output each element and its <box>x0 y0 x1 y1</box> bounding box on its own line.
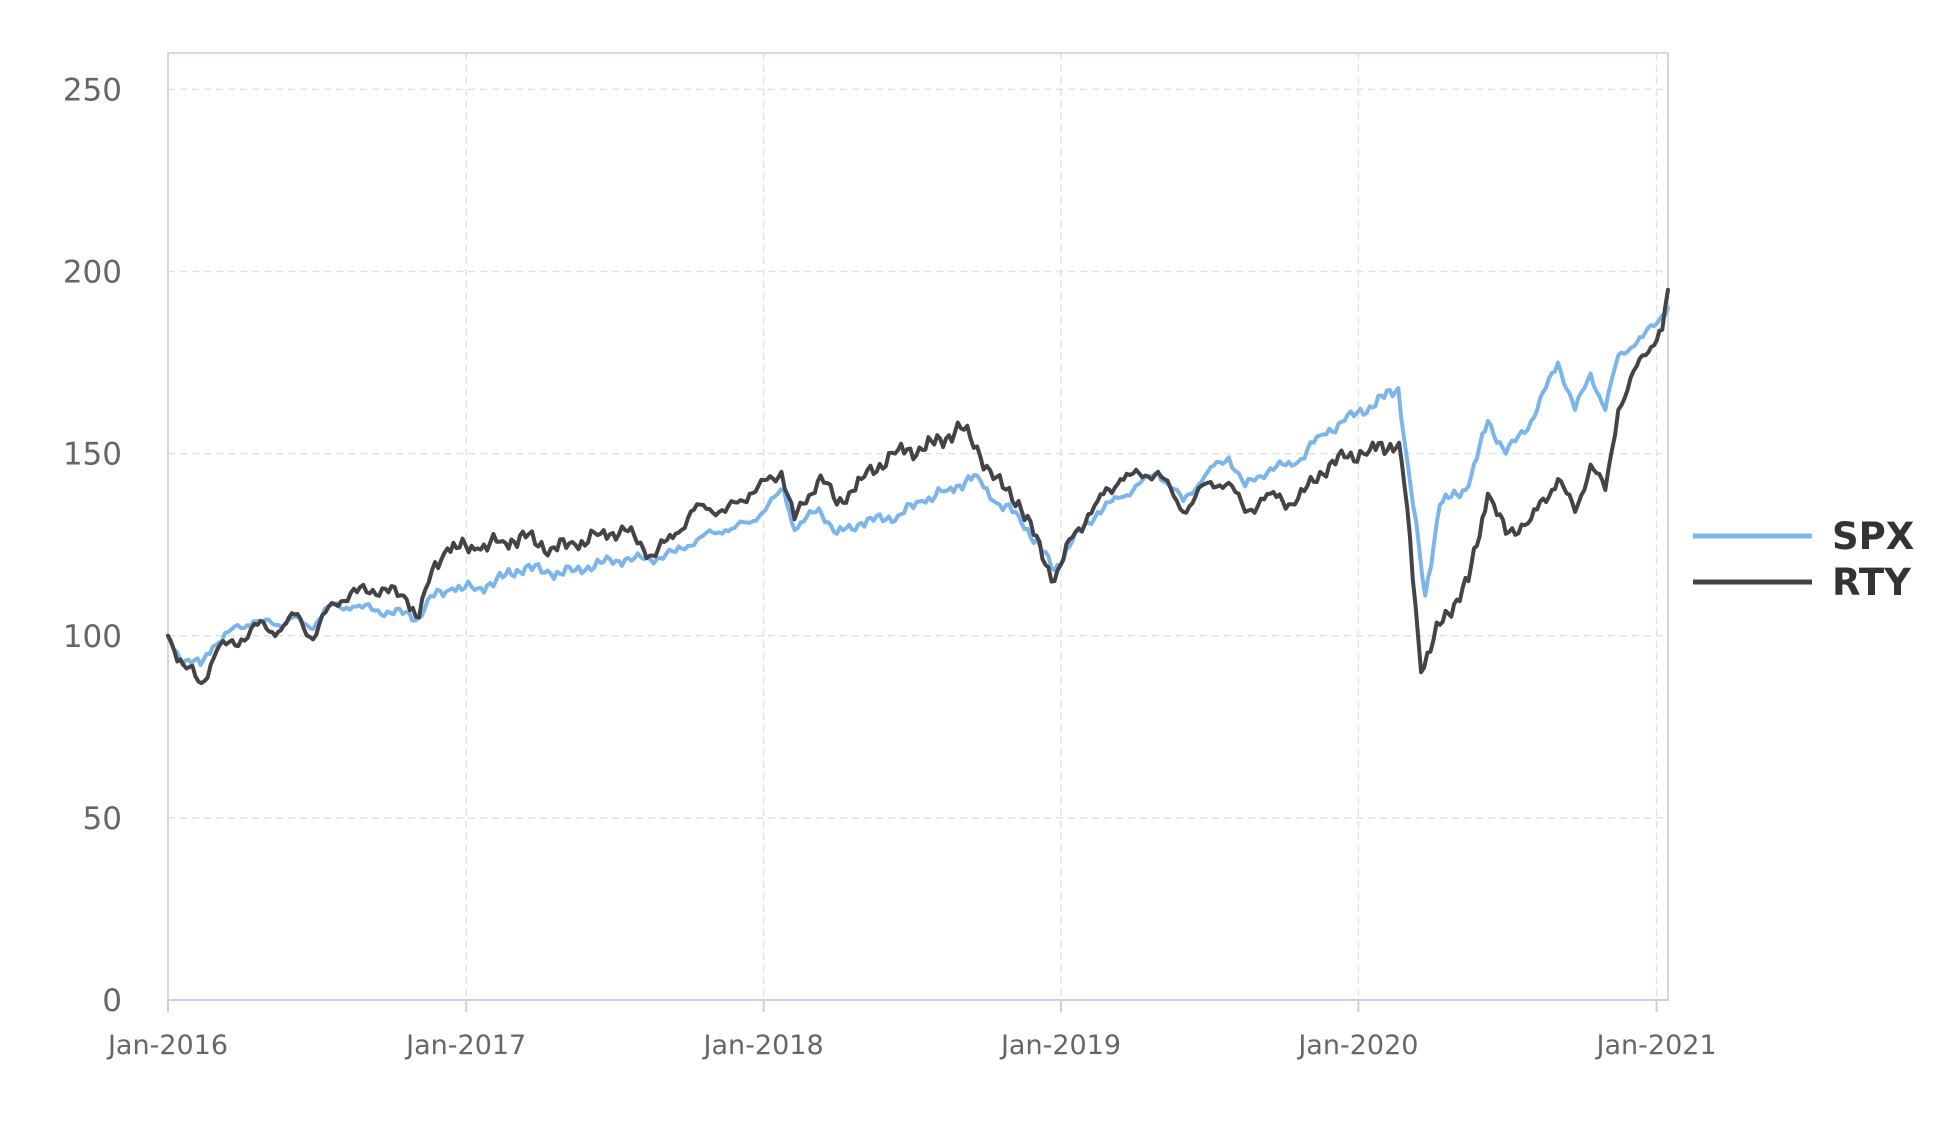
x-tick-label: Jan-2017 <box>404 1030 526 1061</box>
series-line-rty <box>166 287 1670 686</box>
y-tick-label: 150 <box>63 437 122 473</box>
y-tick-label: 0 <box>102 983 122 1019</box>
x-tick-label: Jan-2021 <box>1595 1030 1717 1061</box>
grid-lines <box>168 53 1668 1000</box>
x-tick-label: Jan-2019 <box>999 1030 1121 1061</box>
x-tick-label: Jan-2020 <box>1296 1030 1418 1061</box>
legend-label-rty[interactable]: RTY <box>1832 561 1912 604</box>
series-line-spx <box>166 306 1670 667</box>
series-lines <box>166 287 1670 686</box>
x-tick-label: Jan-2016 <box>106 1030 228 1061</box>
x-axis-ticks: Jan-2016 Jan-2017 Jan-2018 Jan-2019 Jan-2020… <box>106 1000 1717 1061</box>
y-tick-label: 100 <box>63 619 122 655</box>
legend-label-spx[interactable]: SPX <box>1832 515 1914 558</box>
plot-frame <box>167 52 1669 1001</box>
y-axis-ticks: 0 50 100 150 200 250 <box>63 72 122 1019</box>
y-tick-label: 250 <box>63 72 122 108</box>
y-tick-label: 200 <box>63 255 122 291</box>
x-tick-label: Jan-2018 <box>702 1030 824 1061</box>
y-tick-label: 50 <box>83 801 122 837</box>
